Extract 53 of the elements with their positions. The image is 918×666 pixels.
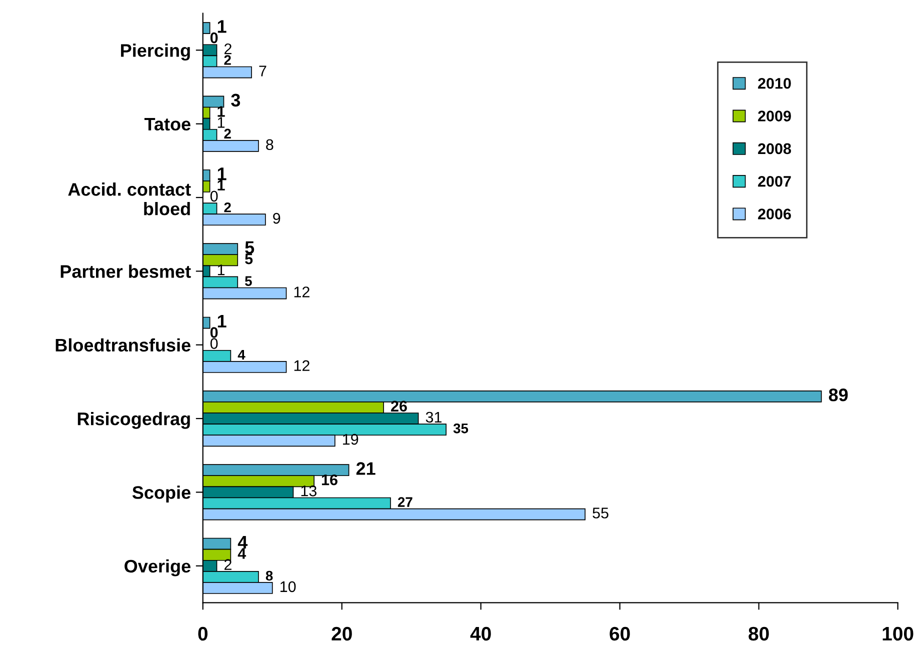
data-label: 27 (398, 497, 412, 507)
data-label: 0 (210, 32, 218, 44)
y-tick-label: Scopie (132, 486, 190, 503)
legend-label: 2010 (758, 78, 791, 89)
data-label: 55 (592, 508, 608, 518)
y-tick-label: Piercing (121, 44, 190, 61)
legend-label: 2008 (758, 143, 792, 154)
data-label: 1 (218, 117, 225, 128)
data-label: 1 (218, 315, 226, 328)
legend-label: 2006 (758, 208, 791, 220)
data-label: 89 (828, 388, 848, 402)
data-label: 2 (224, 43, 232, 54)
x-tick-label: 0 (198, 626, 208, 641)
data-label: 9 (273, 212, 280, 224)
data-label: 1 (218, 20, 226, 33)
data-label: 4 (238, 548, 246, 559)
x-tick-label: 100 (882, 626, 914, 641)
y-tick-label: Partner besmet (60, 264, 191, 278)
y-tick-label: Risicogedrag (78, 412, 190, 429)
data-label: 2 (224, 128, 231, 138)
data-label: 3 (231, 94, 240, 107)
data-label: 0 (210, 327, 218, 338)
data-label: 5 (245, 276, 252, 286)
data-label: 2 (224, 202, 231, 212)
data-label: 5 (245, 254, 253, 264)
data-label: 1 (218, 168, 226, 180)
data-label: 0 (210, 190, 218, 202)
data-label: 1 (218, 180, 225, 190)
data-label: 4 (238, 536, 248, 548)
data-label: 35 (453, 423, 468, 434)
data-label: 21 (356, 462, 376, 475)
data-label: 12 (294, 286, 310, 298)
x-tick-label: 60 (610, 626, 630, 641)
data-label: 12 (294, 360, 310, 371)
x-tick-label: 20 (332, 626, 352, 641)
data-label: 10 (280, 581, 296, 592)
data-label: 31 (426, 412, 442, 423)
x-tick-label: 80 (748, 626, 769, 641)
y-tick-label: Bloedtransfusie (56, 338, 190, 352)
data-label: 0 (210, 338, 218, 349)
legend-label: 2007 (758, 176, 791, 187)
data-label: 8 (266, 139, 274, 150)
y-tick-label: Overige (124, 559, 190, 576)
data-label: 1 (218, 106, 225, 117)
y-tick-label: Accid. contact bloed (68, 182, 191, 216)
data-label: 4 (238, 350, 246, 360)
legend-label: 2009 (758, 110, 791, 122)
y-tick-label: Tatoe (144, 118, 190, 131)
data-label: 8 (266, 570, 273, 581)
data-label: 7 (259, 66, 266, 76)
x-tick-label: 40 (470, 626, 491, 641)
data-label: 2 (224, 55, 231, 65)
data-label: 5 (245, 241, 254, 254)
